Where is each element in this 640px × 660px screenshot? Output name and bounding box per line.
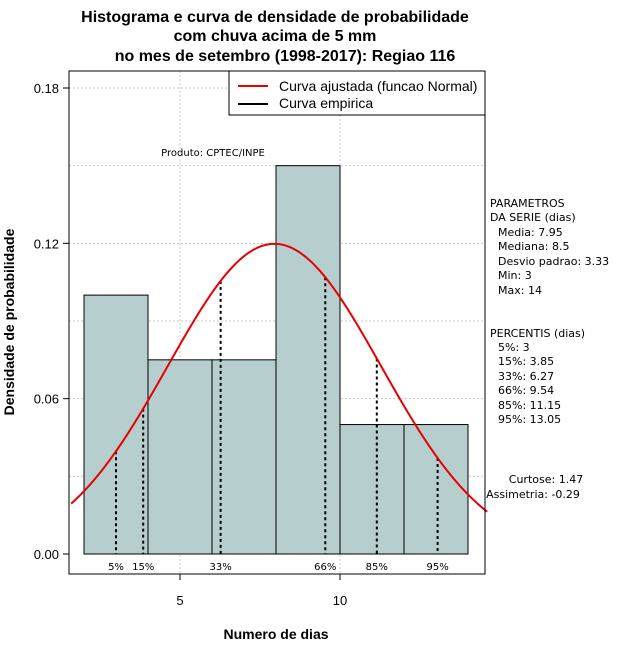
x-tick-label: 5	[176, 593, 183, 608]
normal-fit-curve	[70, 242, 488, 513]
histogram-bar	[211, 359, 277, 555]
param-max: Max: 14	[498, 284, 542, 297]
curtose-value: Curtose: 1.47	[509, 473, 583, 486]
histogram-bar	[147, 359, 213, 555]
param-min: Min: 3	[498, 269, 532, 282]
percentile-lines: 5% 15% 33% 66% 85% 95%	[108, 277, 449, 573]
chart-title-line-2: com chuva acima de 5 mm	[174, 28, 377, 45]
param-media: Media: 7.95	[498, 226, 563, 239]
assimetria-value: Assimetria: -0.29	[486, 488, 580, 501]
params-title-1: PARAMETROS	[490, 197, 565, 210]
percentil-85: 85%: 11.15	[498, 399, 561, 412]
percentile-label: 15%	[132, 562, 154, 573]
param-desvio: Desvio padrao: 3.33	[498, 255, 609, 268]
percentis-title: PERCENTIS (dias)	[490, 327, 585, 340]
y-tick-label: 0.12	[34, 236, 59, 251]
legend: Curva ajustada (funcao Normal) Curva emp…	[228, 70, 486, 116]
y-axis: 0.00 0.06 0.12 0.18	[34, 81, 69, 562]
percentil-5: 5%: 3	[498, 341, 530, 354]
percentile-label: 33%	[210, 562, 232, 573]
x-axis: 5 10	[176, 574, 347, 608]
histogram-bars	[83, 165, 469, 555]
param-mediana: Mediana: 8.5	[498, 240, 569, 253]
x-axis-label: Numero de dias	[223, 626, 328, 642]
percentile-label: 95%	[426, 562, 448, 573]
product-annotation: Produto: CPTEC/INPE	[161, 148, 265, 159]
histogram-bar	[339, 424, 405, 555]
y-tick-label: 0.06	[34, 392, 59, 407]
percentile-label: 5%	[108, 562, 124, 573]
x-tick-label: 10	[333, 593, 347, 608]
histogram-bar	[403, 424, 469, 555]
side-panel: PARAMETROS DA SERIE (dias) Media: 7.95 M…	[486, 197, 609, 501]
histogram-bar	[275, 165, 341, 555]
percentile-label: 85%	[366, 562, 388, 573]
y-tick-label: 0.18	[34, 81, 59, 96]
percentil-15: 15%: 3.85	[498, 355, 554, 368]
y-tick-label: 0.00	[34, 547, 59, 562]
legend-label-empirical: Curva empirica	[279, 95, 373, 111]
percentil-95: 95%: 13.05	[498, 413, 561, 426]
chart-title-line-3: no mes de setembro (1998-2017): Regiao 1…	[115, 48, 456, 65]
legend-box	[228, 70, 486, 116]
histogram-bar	[83, 294, 149, 555]
y-axis-label: Densidade de probabilidade	[1, 228, 17, 415]
params-title-2: DA SERIE (dias)	[490, 211, 576, 224]
legend-label-fit: Curva ajustada (funcao Normal)	[279, 78, 477, 94]
chart-title-line-1: Histograma e curva de densidade de proba…	[81, 9, 469, 26]
percentil-33: 33%: 6.27	[498, 370, 554, 383]
percentile-label: 66%	[314, 562, 336, 573]
percentil-66: 66%: 9.54	[498, 384, 554, 397]
